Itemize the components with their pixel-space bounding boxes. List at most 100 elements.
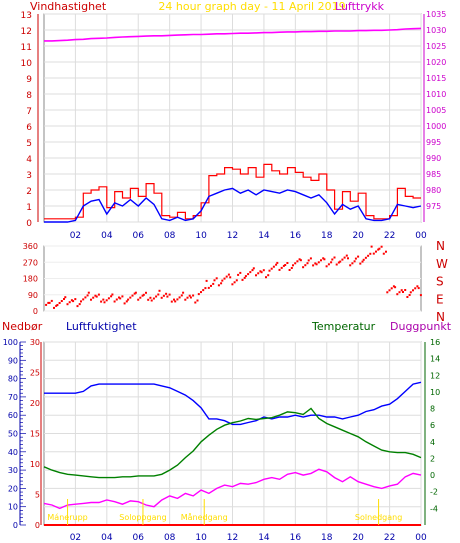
direction-point <box>304 264 307 267</box>
direction-point <box>111 293 114 296</box>
direction-point <box>107 297 110 300</box>
direction-point <box>288 269 291 271</box>
time-tick-label: 14 <box>258 231 270 241</box>
wind-tick-label: 5 <box>26 139 32 149</box>
pressure-tick-label: 985 <box>426 170 441 179</box>
humidity-tick-label: 25 <box>30 369 40 378</box>
direction-point <box>149 296 152 299</box>
direction-point <box>102 298 105 301</box>
direction-point <box>237 273 240 276</box>
direction-point <box>276 261 279 264</box>
direction-point <box>385 250 387 253</box>
direction-point <box>244 275 247 278</box>
direction-point <box>337 261 340 264</box>
direction-point <box>212 282 215 285</box>
direction-point <box>170 300 173 303</box>
temperature-tick-label: -2 <box>430 488 438 497</box>
direction-point <box>345 254 348 257</box>
direction-point <box>173 298 175 301</box>
direction-point <box>63 298 65 300</box>
direction-point <box>322 257 325 260</box>
direction-point <box>378 247 381 250</box>
direction-point <box>123 302 126 305</box>
direction-point <box>272 265 275 268</box>
temperature-tick-label: 10 <box>430 388 440 397</box>
humidity-time-tick: 16 <box>290 533 302 543</box>
direction-point <box>168 293 171 296</box>
direction-point <box>414 287 417 290</box>
direction-point <box>220 282 223 285</box>
pressure-tick-label: 995 <box>426 138 441 147</box>
direction-point <box>257 272 260 275</box>
direction-point <box>86 294 89 297</box>
direction-point <box>335 263 338 266</box>
time-tick-label: 20 <box>352 231 364 241</box>
direction-point <box>70 299 73 302</box>
direction-point <box>204 287 207 290</box>
direction-point <box>147 298 150 301</box>
direction-point <box>309 257 312 260</box>
direction-point <box>330 261 333 264</box>
humidity-tick-label: 30 <box>30 338 40 347</box>
direction-point <box>267 274 270 277</box>
direction-point <box>184 298 187 301</box>
direction-point <box>76 305 79 308</box>
direction-point <box>202 289 205 292</box>
humidity-time-tick: 08 <box>164 533 176 543</box>
direction-point <box>105 299 108 302</box>
wind-average-series <box>44 187 422 223</box>
direction-point <box>121 295 124 298</box>
direction-point <box>118 296 120 299</box>
humidity-time-tick: 22 <box>384 533 395 543</box>
nedbor-tick-label: 30 <box>8 466 18 475</box>
direction-point <box>68 301 71 304</box>
direction-point <box>290 267 293 269</box>
temperature-tick-label: 12 <box>430 371 440 380</box>
direction-point <box>280 266 283 269</box>
direction-point <box>50 299 53 302</box>
direction-point <box>155 295 158 298</box>
direction-point <box>351 262 354 265</box>
direction-point <box>343 256 346 259</box>
direction-point <box>412 289 414 292</box>
direction-point <box>249 271 252 274</box>
direction-point <box>90 298 92 301</box>
wind-tick-label: 12 <box>21 27 32 37</box>
pressure-tick-label: 1005 <box>426 106 446 115</box>
direction-point <box>53 306 55 309</box>
direction-point <box>392 285 395 288</box>
wind-tick-label: 3 <box>26 171 32 181</box>
direction-point <box>80 300 82 303</box>
direction-point <box>48 301 51 304</box>
humidity-time-tick: 06 <box>133 533 145 543</box>
nedbor-tick-label: 10 <box>8 503 18 512</box>
direction-point <box>259 270 262 273</box>
direction-point <box>157 293 160 296</box>
wind-tick-label: 0 <box>26 219 32 229</box>
temperature-tick-label: 14 <box>430 355 440 364</box>
direction-point <box>221 279 224 282</box>
wind-tick-label: 13 <box>21 11 32 21</box>
direction-point <box>113 300 116 303</box>
direction-point <box>268 269 271 272</box>
direction-point <box>223 277 226 280</box>
humidity-tick-label: 0 <box>35 521 40 530</box>
wind-tick-label: 10 <box>21 59 33 69</box>
direction-point <box>370 245 373 248</box>
direction-point <box>182 291 185 294</box>
temperature-series <box>43 407 422 479</box>
pressure-series <box>44 27 422 42</box>
nedbor-tick-label: 60 <box>8 411 18 420</box>
direction-point <box>408 294 411 296</box>
direction-point <box>74 298 77 301</box>
direction-point <box>306 262 309 265</box>
direction-point <box>380 245 383 248</box>
humidity-tick-label: 10 <box>30 460 40 469</box>
nedbor-tick-label: 90 <box>8 356 18 365</box>
pressure-tick-label: 980 <box>426 186 441 195</box>
direction-point <box>162 294 165 297</box>
direction-point <box>364 256 367 259</box>
wind-pressure-panel: 0123456789101112139759809859909951000100… <box>21 10 447 241</box>
direction-point <box>174 300 177 303</box>
